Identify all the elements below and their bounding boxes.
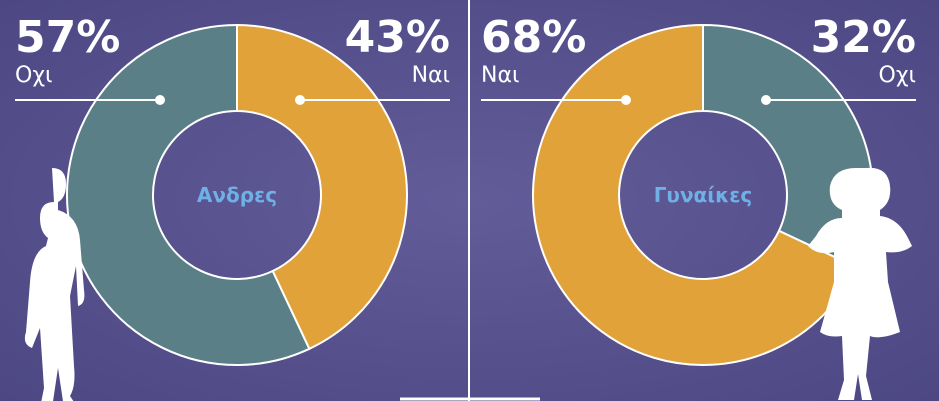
leader-dot xyxy=(621,95,631,105)
value-label: 32% xyxy=(811,12,916,63)
donut-title: Γυναίκες xyxy=(654,183,753,207)
leader-dot xyxy=(155,95,165,105)
category-label: Οχι xyxy=(879,63,916,88)
category-label: Ναι xyxy=(412,63,450,88)
category-label: Ναι xyxy=(481,63,519,88)
value-label: 43% xyxy=(345,12,450,63)
leader-dot xyxy=(295,95,305,105)
category-label: Οχι xyxy=(15,63,52,88)
infographic: Ανδρες57%Οχι43%ΝαιΓυναίκες68%Ναι32%Οχι xyxy=(0,0,939,401)
value-label: 57% xyxy=(15,12,120,63)
leader-dot xyxy=(761,95,771,105)
value-label: 68% xyxy=(481,12,586,63)
donut-title: Ανδρες xyxy=(197,183,277,207)
